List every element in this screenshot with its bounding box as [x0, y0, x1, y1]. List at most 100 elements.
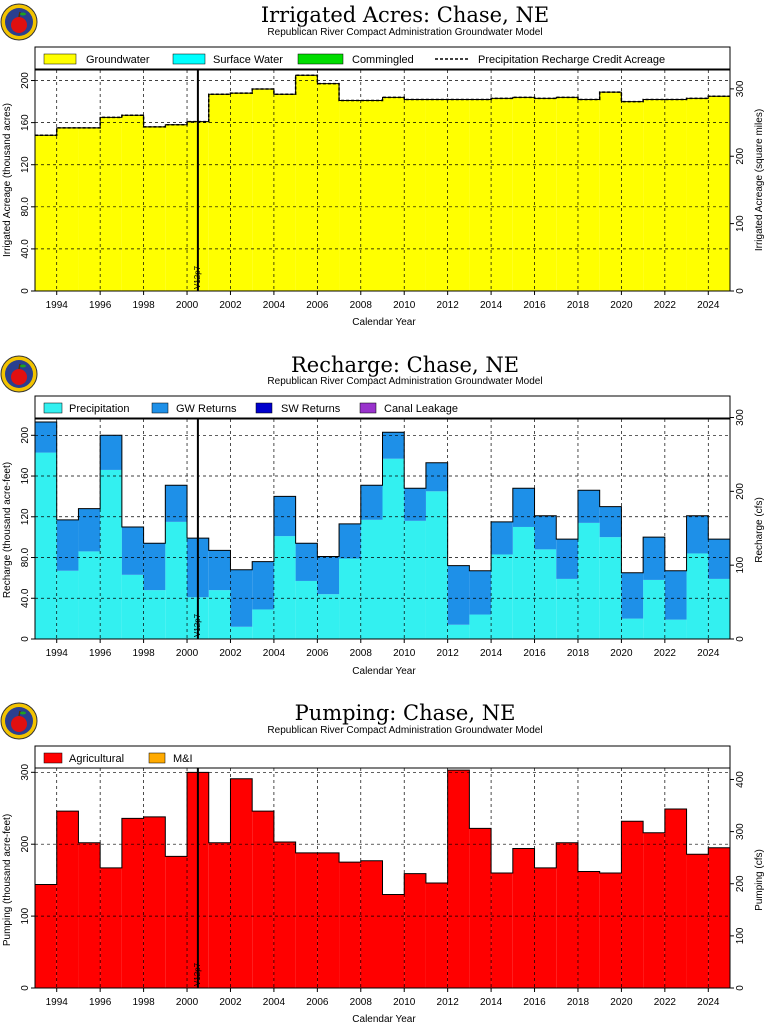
bar-agricultural-2022	[664, 808, 687, 988]
bar-groundwater-1995	[78, 127, 101, 291]
y-right-tick-label: 300	[735, 80, 746, 97]
x-axis-label: Calendar Year	[352, 666, 416, 677]
bar-precipitation-2018	[577, 522, 600, 639]
legend: Agricultural M&I	[34, 745, 731, 769]
bar-precipitation-1995	[78, 551, 101, 639]
bar-groundwater-2017	[556, 97, 578, 291]
y-tick-label: 160	[20, 114, 31, 131]
x-tick-label: 2000	[176, 997, 199, 1008]
chart-subtitle: Republican River Compact Administration …	[267, 27, 542, 38]
irrigated-acres-panel: Irrigated Acres: Chase, NE Republican Ri…	[0, 3, 765, 328]
y-tick-label: 40.0	[20, 588, 31, 608]
bar-gw_returns-2021	[643, 537, 665, 580]
bar-agricultural-2003	[252, 811, 274, 988]
x-tick-label: 2024	[697, 648, 720, 659]
bar-groundwater-2014	[491, 98, 513, 292]
bar-groundwater-1998	[143, 126, 166, 291]
bar-gw_returns-2023	[686, 515, 709, 554]
bar-groundwater-2016	[534, 98, 557, 292]
bar-precipitation-2012	[447, 624, 470, 639]
x-axis-label: Calendar Year	[352, 317, 416, 328]
bar-precipitation-2020	[621, 618, 644, 639]
bar-agricultural-1997	[121, 818, 144, 988]
bar-groundwater-2018	[577, 99, 600, 291]
y-right-tick-label: 400	[735, 771, 746, 788]
bar-groundwater-2002	[230, 93, 253, 292]
bar-precipitation-2022	[664, 619, 687, 639]
x-tick-label: 1996	[89, 648, 112, 659]
x-tick-label: 2010	[393, 997, 416, 1008]
bar-precipitation-2014	[491, 554, 513, 639]
chart-title: Irrigated Acres: Chase, NE	[261, 3, 549, 27]
bar-gw_returns-2013	[469, 570, 492, 615]
x-tick-label: 2012	[437, 997, 460, 1008]
legend-label-canal-leakage: Canal Leakage	[384, 403, 458, 415]
y-right-tick-label: 200	[735, 875, 746, 892]
bar-gw_returns-2007	[339, 523, 361, 559]
x-tick-label: 2008	[350, 648, 373, 659]
y-axis-right-label: Recharge (cfs)	[754, 497, 765, 563]
x-tick-label: 2004	[263, 997, 286, 1008]
bar-gw_returns-2020	[621, 572, 644, 619]
bar-agricultural-1994	[56, 811, 79, 988]
apple-logo-icon	[0, 3, 38, 41]
bar-gw_returns-1999	[165, 485, 188, 522]
x-axis-label: Calendar Year	[352, 1014, 416, 1024]
x-tick-label: 2024	[697, 300, 720, 311]
x-tick-label: 2016	[523, 648, 546, 659]
legend-swatch-canal-leakage	[359, 402, 377, 414]
x-tick-label: 2002	[219, 300, 242, 311]
bar-groundwater-2010	[404, 99, 426, 291]
y-tick-label: 100	[20, 907, 31, 924]
bar-agricultural-2012	[447, 770, 470, 988]
y-tick-label: 0	[20, 288, 31, 294]
x-tick-label: 2008	[350, 300, 373, 311]
legend-swatch-groundwater	[43, 53, 77, 65]
chart-title: Recharge: Chase, NE	[291, 353, 519, 377]
x-tick-label: 1996	[89, 997, 112, 1008]
x-tick-label: 2014	[480, 648, 503, 659]
bar-gw_returns-2001	[208, 550, 231, 591]
bar-agricultural-1993	[35, 884, 57, 988]
y-tick-label: 200	[20, 427, 31, 444]
bar-precipitation-2003	[252, 609, 274, 639]
x-tick-label: 1998	[132, 300, 155, 311]
y-right-tick-label: 200	[735, 483, 746, 500]
bar-gw_returns-2017	[556, 539, 578, 579]
precip-credit-line	[35, 74, 730, 136]
y-tick-label: 0	[20, 636, 31, 642]
bar-groundwater-1997	[121, 115, 144, 291]
bar-groundwater-2006	[317, 83, 340, 291]
bar-gw_returns-2012	[447, 565, 470, 625]
y-tick-label: 200	[20, 835, 31, 852]
bar-gw_returns-2003	[252, 561, 274, 610]
x-tick-label: 2002	[219, 997, 242, 1008]
x-tick-label: 2014	[480, 300, 503, 311]
bar-agricultural-2009	[382, 894, 405, 988]
apple-logo-icon	[0, 702, 38, 740]
bar-agricultural-2007	[339, 862, 361, 988]
y-axis-label: Irrigated Acreage (thousand acres)	[2, 103, 13, 257]
chart-title: Pumping: Chase, NE	[295, 701, 516, 725]
x-tick-label: 2010	[393, 648, 416, 659]
bar-groundwater-2024	[708, 96, 730, 291]
y-tick-label: 120	[20, 156, 31, 173]
bar-precipitation-1999	[165, 521, 188, 639]
bar-agricultural-2011	[425, 883, 448, 988]
x-tick-label: 2024	[697, 997, 720, 1008]
x-tick-label: 1994	[46, 997, 69, 1008]
y-axis-label: Recharge (thousand acre-feet)	[2, 462, 13, 598]
bar-gw_returns-2005	[295, 543, 318, 581]
bar-agricultural-2019	[599, 872, 622, 988]
y-right-tick-label: 0	[735, 636, 746, 642]
bar-gw_returns-2015	[512, 488, 535, 527]
bar-agricultural-2006	[317, 852, 340, 988]
legend-swatch-precipitation	[43, 402, 63, 414]
y-tick-label: 80.0	[20, 197, 31, 217]
x-tick-label: 2022	[654, 300, 677, 311]
bar-precipitation-2015	[512, 526, 535, 639]
legend-swatch-gw-returns	[151, 402, 169, 414]
bar-gw_returns-1993	[35, 422, 57, 453]
bar-precipitation-1998	[143, 590, 166, 639]
